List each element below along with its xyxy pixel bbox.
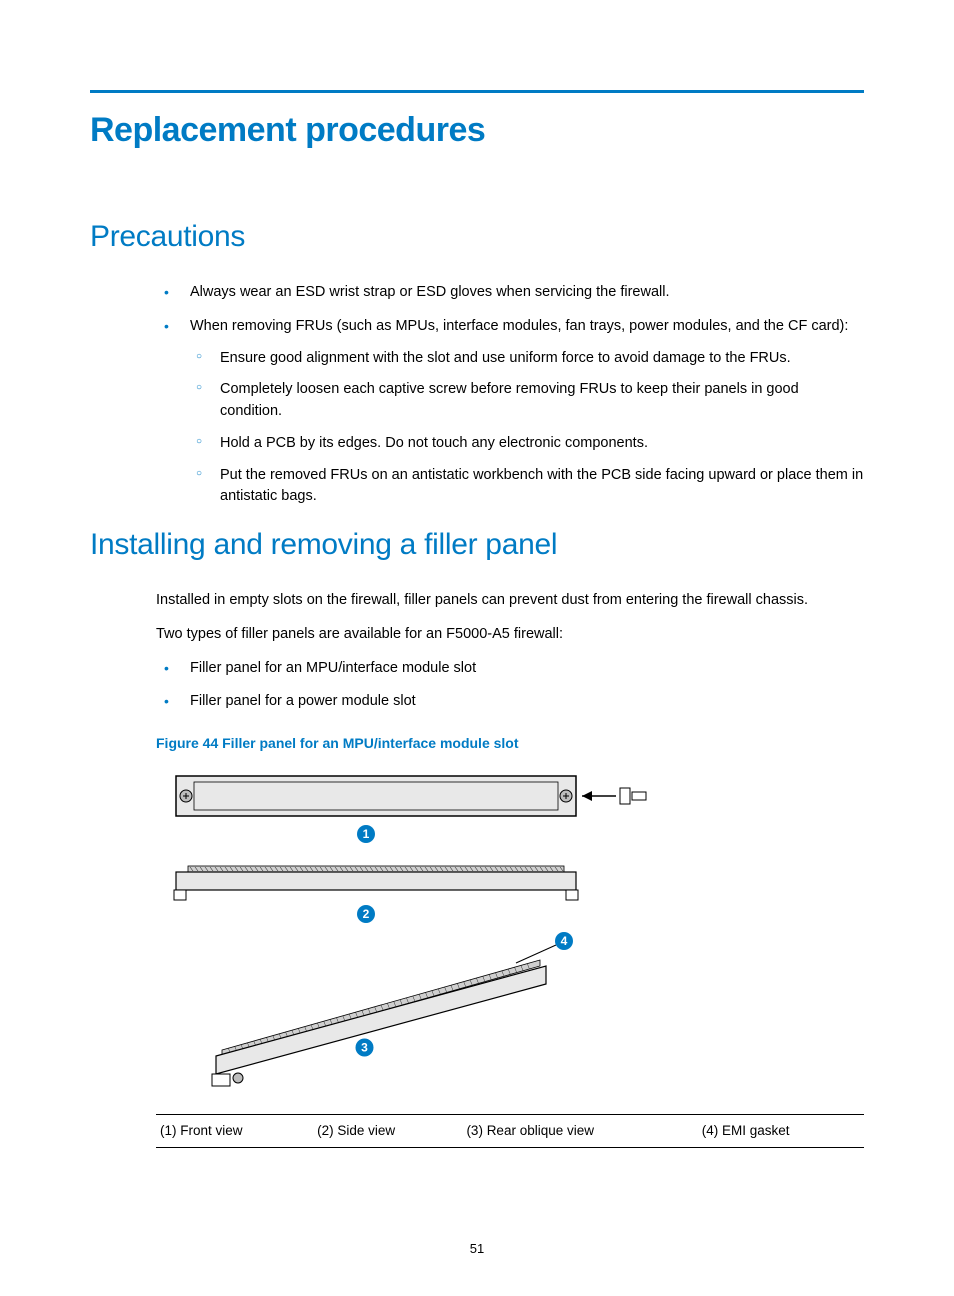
list-item: Always wear an ESD wrist strap or ESD gl… xyxy=(156,282,864,304)
page-title: Replacement procedures xyxy=(90,111,864,150)
precautions-heading: Precautions xyxy=(90,220,864,254)
list-item: Put the removed FRUs on an antistatic wo… xyxy=(190,465,864,509)
precautions-sublist: Ensure good alignment with the slot and … xyxy=(190,348,864,509)
precautions-list: Always wear an ESD wrist strap or ESD gl… xyxy=(156,282,864,508)
figure-caption: Figure 44 Filler panel for an MPU/interf… xyxy=(156,733,864,754)
sub-text: Hold a PCB by its edges. Do not touch an… xyxy=(220,435,648,451)
sub-text: Put the removed FRUs on an antistatic wo… xyxy=(220,467,863,505)
list-item: Completely loosen each captive screw bef… xyxy=(190,379,864,423)
legend-cell: (3) Rear oblique view xyxy=(462,1114,697,1147)
list-item: Ensure good alignment with the slot and … xyxy=(190,348,864,370)
sub-text: Completely loosen each captive screw bef… xyxy=(220,381,799,419)
paragraph: Two types of filler panels are available… xyxy=(156,624,864,646)
figure-legend: (1) Front view (2) Side view (3) Rear ob… xyxy=(156,1114,864,1148)
svg-text:4: 4 xyxy=(561,934,568,948)
page-number: 51 xyxy=(0,1241,954,1256)
list-item: Filler panel for an MPU/interface module… xyxy=(156,658,864,680)
filler-heading: Installing and removing a filler panel xyxy=(90,528,864,562)
legend-cell: (4) EMI gasket xyxy=(698,1114,864,1147)
legend-cell: (1) Front view xyxy=(156,1114,313,1147)
bullet-text: When removing FRUs (such as MPUs, interf… xyxy=(190,318,848,334)
precautions-content: Always wear an ESD wrist strap or ESD gl… xyxy=(156,282,864,508)
svg-text:1: 1 xyxy=(363,827,370,841)
list-item: When removing FRUs (such as MPUs, interf… xyxy=(156,316,864,508)
page: Replacement procedures Precautions Alway… xyxy=(0,0,954,1296)
legend-cell: (2) Side view xyxy=(313,1114,462,1147)
filler-content: Installed in empty slots on the firewall… xyxy=(156,590,864,1148)
list-item: Filler panel for a power module slot xyxy=(156,691,864,713)
bullet-text: Always wear an ESD wrist strap or ESD gl… xyxy=(190,284,669,300)
figure-44: 1 2 4 3 xyxy=(156,766,864,1104)
list-item: Hold a PCB by its edges. Do not touch an… xyxy=(190,433,864,455)
bullet-text: Filler panel for an MPU/interface module… xyxy=(190,660,476,676)
svg-text:2: 2 xyxy=(363,907,370,921)
paragraph: Installed in empty slots on the firewall… xyxy=(156,590,864,612)
table-row: (1) Front view (2) Side view (3) Rear ob… xyxy=(156,1114,864,1147)
filler-list: Filler panel for an MPU/interface module… xyxy=(156,658,864,714)
sub-text: Ensure good alignment with the slot and … xyxy=(220,350,791,366)
svg-text:3: 3 xyxy=(361,1041,368,1055)
filler-panel-diagram: 1 2 4 3 xyxy=(156,766,676,1096)
bullet-text: Filler panel for a power module slot xyxy=(190,693,416,709)
top-rule xyxy=(90,90,864,93)
